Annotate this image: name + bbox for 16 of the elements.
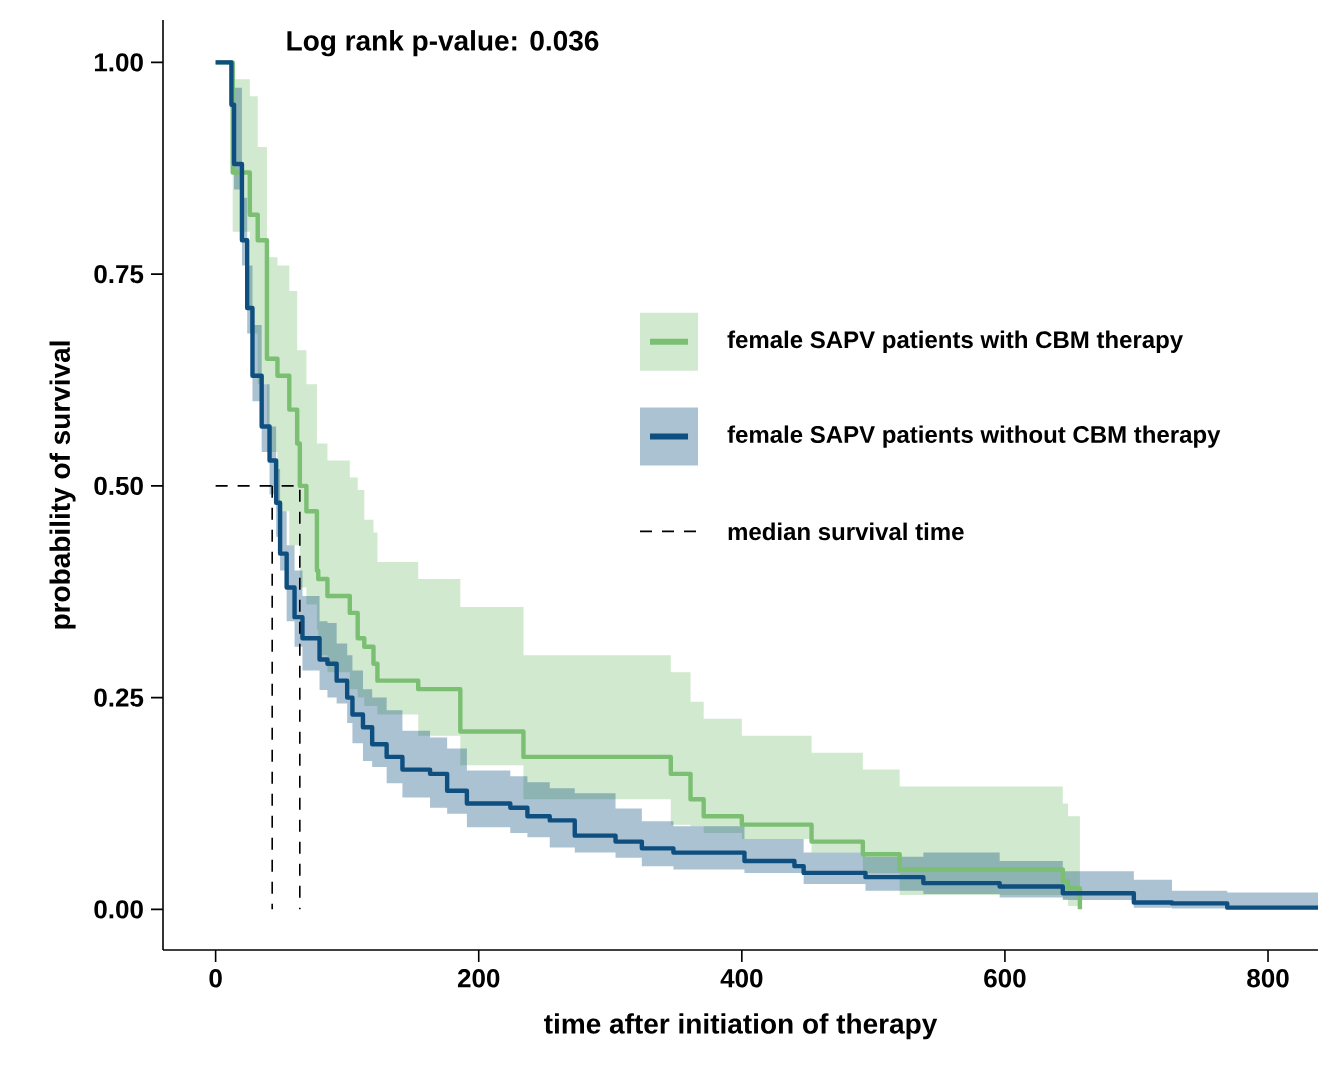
y-tick-label: 0.25 — [94, 688, 144, 707]
y-tick-label: 0.50 — [94, 476, 143, 496]
x-tick-label: 600 — [984, 969, 1026, 988]
legend-label: median survival time — [728, 522, 964, 541]
legend-label: female SAPV patients with CBM therapy — [727, 330, 1184, 353]
x-tick-label: 0 — [209, 969, 222, 988]
x-tick-label: 800 — [1247, 969, 1289, 988]
x-axis-title: time after initiation of therapy — [544, 1013, 938, 1040]
y-tick-label: 0.75 — [94, 264, 144, 284]
x-tick-label: 400 — [720, 969, 763, 988]
y-tick-label: 1.00 — [94, 53, 143, 72]
y-axis-title: probability of survival — [49, 341, 76, 629]
x-tick-label: 200 — [457, 969, 500, 988]
legend-label: female SAPV patients without CBM therapy — [727, 425, 1221, 448]
annotation: Log rank p-value: 0.036 — [287, 30, 599, 57]
y-tick-label: 0.00 — [94, 900, 143, 919]
